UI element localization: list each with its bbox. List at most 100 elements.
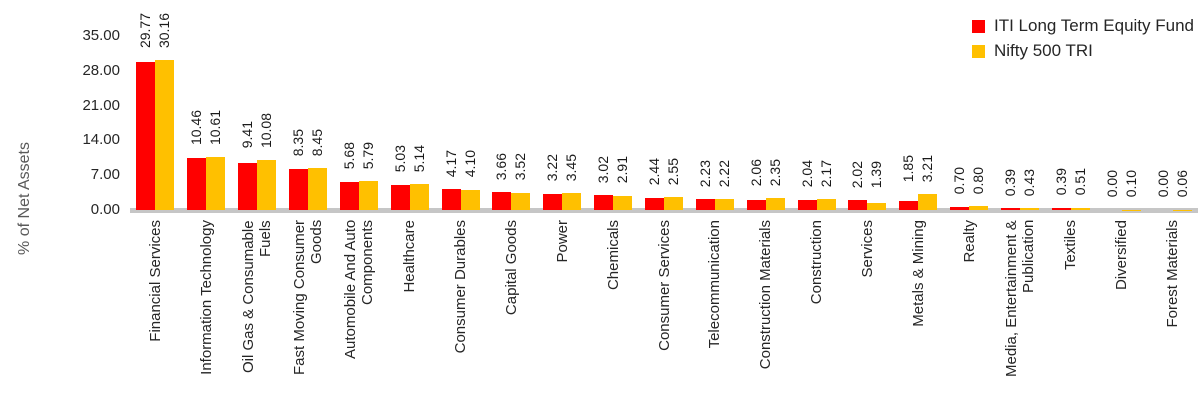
category-cell: 3.02 2.91 — [588, 36, 639, 210]
category-cell: 10.46 10.61 — [181, 36, 232, 210]
bar — [136, 62, 156, 210]
bar — [289, 168, 308, 210]
bar — [441, 189, 461, 210]
value-label: 8.45 — [309, 128, 325, 156]
value-label: 2.17 — [817, 159, 834, 188]
bar-pair — [390, 184, 429, 210]
category-cell: 4.17 4.10 — [435, 36, 486, 210]
y-tick-label: 21.00 — [82, 96, 120, 114]
value-label: 4.10 — [461, 150, 478, 178]
bar — [409, 184, 429, 210]
value-label-pair: 29.77 30.16 — [136, 13, 174, 48]
y-tick-label: 7.00 — [90, 166, 120, 184]
bar-pair — [187, 157, 226, 210]
bar-pair — [339, 181, 378, 210]
value-label-pair: 9.41 10.08 — [238, 113, 276, 148]
value-label-pair: 3.66 3.52 — [492, 153, 530, 180]
category-label: Healthcare — [401, 220, 419, 293]
plot-cells: 29.77 30.16 10.46 10.61 9.41 10.08 8.35 8.45 5.6… — [130, 13, 1198, 210]
category-cell: 2.23 2.22 — [689, 36, 740, 210]
value-label: 3.02 — [595, 155, 612, 183]
bar — [390, 185, 410, 210]
value-label: 3.22 — [544, 153, 561, 181]
bar — [511, 192, 531, 210]
x-label-cell: Healthcare — [384, 220, 435, 403]
x-axis-labels: Financial Services Information Technology… — [130, 220, 1198, 403]
value-label: 0.00 — [1103, 170, 1120, 198]
value-label: 0.80 — [970, 166, 987, 195]
bar — [1020, 207, 1040, 210]
bar — [899, 200, 919, 210]
value-label: 2.23 — [696, 159, 713, 187]
bar-pair — [594, 195, 633, 210]
bar-pair — [1001, 207, 1040, 210]
category-label: Consumer Services — [655, 220, 673, 351]
x-label-cell: Information Technology — [181, 220, 232, 403]
x-label-cell: Media, Entertainment & Publication — [995, 220, 1046, 403]
bar — [664, 197, 684, 210]
value-label-pair: 2.04 2.17 — [798, 160, 836, 187]
bar — [695, 198, 715, 210]
category-label: Services — [858, 220, 876, 278]
value-label-pair: 1.85 3.21 — [899, 155, 937, 182]
category-label: Fast Moving Consumer Goods — [291, 220, 325, 376]
x-label-cell: Textiles — [1045, 220, 1096, 403]
category-label: Construction Materials — [757, 220, 775, 370]
legend-swatch-red — [971, 19, 985, 33]
bar — [765, 198, 785, 210]
x-label-cell: Automobile And Auto Components — [333, 220, 384, 403]
category-cell: 0.70 0.80 — [944, 36, 995, 210]
value-label: 1.39 — [868, 160, 885, 188]
x-label-cell: Realty — [944, 220, 995, 403]
bar-pair — [899, 194, 938, 210]
value-label-pair: 0.00 0.10 — [1103, 170, 1141, 197]
y-tick-label: 28.00 — [82, 61, 120, 79]
category-label: Automobile And Auto Components — [341, 220, 376, 360]
category-cell: 3.22 3.45 — [537, 36, 588, 210]
value-label: 9.41 — [239, 120, 256, 148]
value-label-pair: 3.02 2.91 — [594, 156, 632, 183]
value-label: 5.79 — [359, 141, 376, 170]
bar-pair — [543, 192, 582, 210]
category-cell: 0.39 0.43 — [995, 36, 1046, 210]
value-label: 10.08 — [258, 112, 275, 148]
value-label: 4.17 — [442, 150, 459, 178]
category-label: Chemicals — [604, 220, 622, 291]
value-label-pair: 0.00 0.06 — [1154, 170, 1192, 197]
x-label-cell: Forest Materials — [1147, 220, 1198, 403]
bar — [594, 195, 614, 210]
legend-label: Nifty 500 TRI — [993, 41, 1093, 60]
value-label: 2.44 — [646, 158, 663, 186]
bar-pair — [695, 198, 734, 210]
bar-pair — [645, 197, 684, 210]
category-label: Oil Gas & Consumable Fuels — [240, 220, 275, 373]
x-label-cell: Metals & Mining — [893, 220, 944, 403]
value-label: 0.39 — [1002, 168, 1019, 196]
value-label: 3.52 — [512, 152, 529, 180]
bar — [257, 159, 277, 210]
value-label: 2.91 — [614, 155, 631, 183]
category-cell: 0.00 0.06 — [1147, 36, 1198, 210]
bar-pair — [289, 168, 327, 210]
bar-pair — [746, 198, 785, 210]
x-label-cell: Oil Gas & Consumable Fuels — [232, 220, 283, 403]
bar — [206, 157, 226, 210]
bar — [714, 199, 734, 210]
bar-pair — [492, 191, 531, 210]
value-label-pair: 2.44 2.55 — [645, 158, 683, 185]
bar — [187, 158, 207, 210]
value-label: 2.06 — [747, 159, 764, 187]
bar — [848, 200, 868, 210]
bar — [308, 168, 327, 210]
bar — [867, 203, 887, 210]
value-label-pair: 10.46 10.61 — [187, 110, 225, 145]
category-label: Capital Goods — [502, 220, 520, 316]
category-label: Diversified — [1113, 220, 1131, 291]
bar-pair — [1051, 207, 1090, 210]
x-label-cell: Services — [842, 220, 893, 403]
bar — [918, 194, 938, 210]
category-label: Textiles — [1062, 220, 1080, 271]
bar — [1121, 209, 1141, 210]
x-label-cell: Consumer Durables — [435, 220, 486, 403]
